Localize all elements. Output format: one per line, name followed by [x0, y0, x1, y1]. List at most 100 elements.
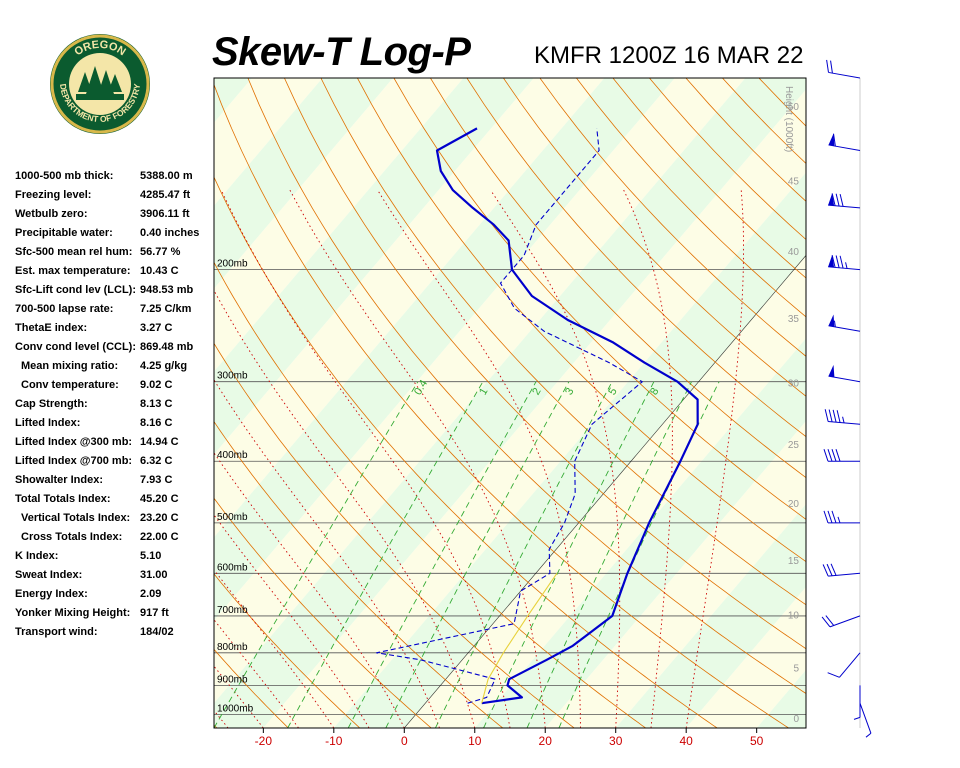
height-tick-label: 45 — [788, 176, 800, 187]
stat-label: Vertical Totals Index: — [21, 512, 131, 524]
stat-row: 1000-500 mb thick: 5388.00 m — [15, 168, 215, 187]
isotherm-band — [756, 670, 806, 728]
dry-adiabat — [393, 78, 806, 520]
height-tick-label: 30 — [788, 379, 800, 390]
wind-barbs — [821, 59, 872, 738]
sounding-profiles — [376, 127, 699, 705]
moist-adiabat-lines — [214, 189, 744, 728]
isotherm-band — [474, 338, 806, 728]
stat-value: 23.20 C — [140, 512, 179, 524]
stat-value: 14.94 C — [140, 436, 179, 448]
height-tick-label: 5 — [793, 663, 799, 674]
stat-row: 700-500 lapse rate: 7.25 C/km — [15, 301, 215, 320]
height-tick-label: 10 — [788, 611, 800, 622]
mixing-ratio-line — [347, 381, 537, 728]
height-tick-label: 20 — [788, 499, 800, 510]
stat-value: 4285.47 ft — [140, 189, 191, 201]
pressure-label: 500mb — [217, 512, 248, 523]
sounding-indices-panel: 1000-500 mb thick: 5388.00 m Freezing leve… — [15, 168, 215, 643]
stat-value: 45.20 C — [140, 493, 179, 505]
moist-adiabat — [214, 514, 370, 728]
stat-label: Yonker Mixing Height: — [15, 607, 131, 619]
stat-row: ThetaE index: 3.27 C — [15, 320, 215, 339]
mixing-ratio-label: 5 — [606, 386, 619, 397]
stat-value: 917 ft — [140, 607, 169, 619]
wind-barb — [853, 685, 861, 720]
height-tick-label: 15 — [788, 556, 800, 567]
moist-adiabat — [214, 289, 476, 728]
height-tick-label: 25 — [788, 440, 800, 451]
stat-label: Transport wind: — [15, 626, 98, 638]
moist-adiabat — [623, 189, 673, 728]
stat-row: Mean mixing ratio: 4.25 g/kg — [15, 358, 215, 377]
x-tick-label: 20 — [539, 734, 553, 748]
isotherm-band — [686, 587, 806, 728]
x-tick-label: 50 — [750, 734, 764, 748]
stat-value: 7.93 C — [140, 474, 173, 486]
wind-barb — [822, 563, 861, 577]
tree-icon — [78, 66, 122, 94]
stat-value: 0.40 inches — [140, 227, 200, 239]
stat-label: ThetaE index: — [15, 322, 88, 334]
moist-adiabat — [214, 452, 405, 728]
stat-value: 869.48 mb — [140, 341, 194, 353]
pressure-label: 300mb — [217, 371, 248, 382]
stat-value: 948.53 mb — [140, 284, 194, 296]
isotherm-band — [214, 78, 675, 621]
stat-value: 22.00 C — [140, 531, 179, 543]
dewpoint-profile — [376, 128, 643, 704]
stat-row: Freezing level: 4285.47 ft — [15, 187, 215, 206]
x-tick-label: 10 — [468, 734, 482, 748]
moist-adiabat — [214, 379, 440, 728]
stat-value: 3.27 C — [140, 322, 173, 334]
pressure-label: 900mb — [217, 674, 248, 685]
x-tick-label: -10 — [325, 734, 343, 748]
mixing-ratio-line — [434, 381, 613, 728]
x-tick-label: 40 — [680, 734, 694, 748]
wind-barb — [826, 59, 861, 79]
stat-label: Lifted Index @300 mb: — [15, 436, 133, 448]
wind-barb — [828, 193, 861, 209]
stat-value: 5.10 — [140, 550, 162, 562]
stat-row: Conv temperature: 9.02 C — [15, 377, 215, 396]
isotherm-band — [214, 78, 746, 704]
mixing-ratio-label: 8 — [648, 386, 661, 397]
wind-barb — [827, 652, 861, 678]
svg-text:OREGON: OREGON — [72, 39, 127, 59]
stat-label: Conv temperature: — [21, 379, 119, 391]
isobar-lines — [214, 269, 806, 715]
stat-value: 6.32 C — [140, 455, 173, 467]
stat-label: K Index: — [15, 550, 59, 562]
stat-row: Sfc-Lift cond lev (LCL): 948.53 mb — [15, 282, 215, 301]
dry-adiabat — [214, 83, 789, 728]
isotherm-lines — [404, 254, 806, 728]
stat-label: Mean mixing ratio: — [21, 360, 119, 372]
height-tick-label: 0 — [793, 714, 799, 725]
stat-label: Freezing level: — [15, 189, 92, 201]
stat-label: Sfc-Lift cond lev (LCL): — [15, 284, 136, 296]
stat-label: 700-500 lapse rate: — [15, 303, 114, 315]
stat-row: Vertical Totals Index: 23.20 C — [15, 510, 215, 529]
isotherm-band — [263, 89, 806, 728]
stat-label: Conv cond level (CCL): — [15, 341, 137, 353]
stat-row: Lifted Index @300 mb: 14.94 C — [15, 434, 215, 453]
stat-value: 5388.00 m — [140, 170, 193, 182]
moist-adiabat — [220, 189, 511, 728]
dry-adiabat — [430, 78, 806, 479]
isotherm-band — [545, 421, 806, 728]
moist-adiabat — [214, 665, 264, 728]
stat-value: 56.77 % — [140, 246, 181, 258]
stat-row: Lifted Index: 8.16 C — [15, 415, 215, 434]
height-axis-label: Height (1000ft) — [783, 86, 794, 152]
stat-row: Conv cond level (CCL): 869.48 mb — [15, 339, 215, 358]
pressure-label: 800mb — [217, 642, 248, 653]
x-tick-label: 0 — [401, 734, 408, 748]
stat-value: 31.00 — [140, 569, 168, 581]
oregon-forestry-logo: OREGON DEPARTMENT OF FORESTRY — [50, 34, 150, 134]
stat-label: Cross Totals Index: — [21, 531, 123, 543]
stat-label: Showalter Index: — [15, 474, 104, 486]
stat-label: Sfc-500 mean rel hum: — [15, 246, 133, 258]
dry-adiabat-lines — [214, 78, 806, 728]
pressure-label: 600mb — [217, 562, 248, 573]
wind-barb — [828, 364, 861, 383]
